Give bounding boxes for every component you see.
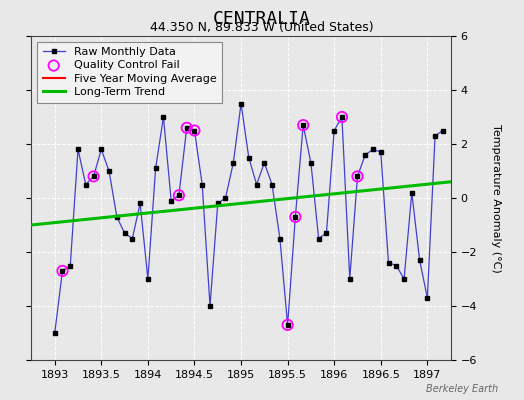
Raw Monthly Data (238, 101, 244, 106)
Legend: Raw Monthly Data, Quality Control Fail, Five Year Moving Average, Long-Term Tren: Raw Monthly Data, Quality Control Fail, … (37, 42, 222, 103)
Raw Monthly Data (440, 128, 446, 133)
Raw Monthly Data (432, 134, 438, 138)
Quality Control Fail (353, 173, 362, 180)
Quality Control Fail (90, 173, 98, 180)
Quality Control Fail (291, 214, 300, 220)
Quality Control Fail (174, 192, 183, 198)
Quality Control Fail (190, 127, 199, 134)
Quality Control Fail (58, 268, 67, 274)
Text: CENTRALIA: CENTRALIA (213, 10, 311, 28)
Raw Monthly Data (137, 201, 143, 206)
Raw Monthly Data (51, 330, 58, 335)
Quality Control Fail (182, 125, 191, 131)
Raw Monthly Data (339, 114, 345, 119)
Quality Control Fail (338, 114, 346, 120)
Line: Raw Monthly Data: Raw Monthly Data (53, 102, 445, 335)
Raw Monthly Data (315, 236, 322, 241)
Quality Control Fail (283, 322, 292, 328)
Y-axis label: Temperature Anomaly (°C): Temperature Anomaly (°C) (491, 124, 501, 272)
Raw Monthly Data (168, 198, 174, 203)
Raw Monthly Data (176, 193, 182, 198)
Quality Control Fail (299, 122, 308, 128)
Text: Berkeley Earth: Berkeley Earth (425, 384, 498, 394)
Text: 44.350 N, 89.833 W (United States): 44.350 N, 89.833 W (United States) (150, 21, 374, 34)
